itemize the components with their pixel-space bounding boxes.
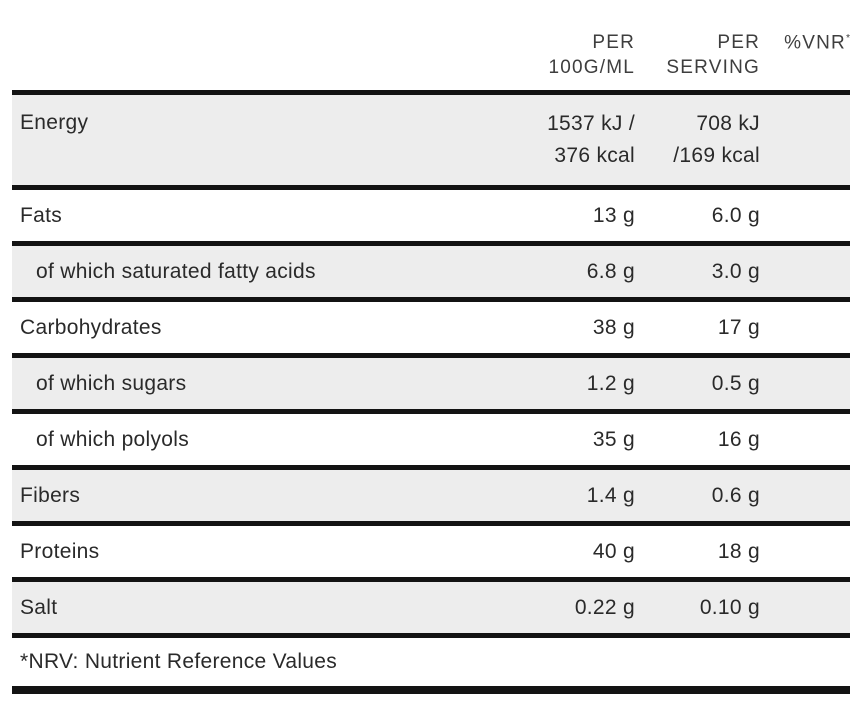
per-100g-value: 1.2 g xyxy=(586,371,635,395)
per-100g-value: 6.8 g xyxy=(586,259,635,283)
row-salt: Salt 0.22 g 0.10 g xyxy=(12,582,850,639)
nrv-value-empty xyxy=(760,414,850,465)
row-energy: Energy 1537 kJ / 376 kcal 708 kJ /169 kc… xyxy=(12,95,850,191)
column-header-per-serving: PER SERVING xyxy=(635,30,760,80)
per-serving-value: 708 kJ /169 kcal xyxy=(673,112,760,168)
row-polyols: of which polyols 35 g 16 g xyxy=(12,414,850,471)
per-serving-value: 6.0 g xyxy=(711,203,760,227)
per-serving-value: 18 g xyxy=(717,539,760,563)
nrv-value-empty xyxy=(760,358,850,409)
per-100g-value: 40 g xyxy=(592,539,635,563)
per-100-line2: 100G/ML xyxy=(548,57,635,79)
row-proteins: Proteins 40 g 18 g xyxy=(12,526,850,583)
nrv-value-empty xyxy=(760,95,850,185)
nrv-header-label: %VNR xyxy=(784,32,846,54)
nutrient-sublabel: of which sugars xyxy=(36,371,187,395)
nrv-value-empty xyxy=(760,190,850,241)
per-serving-value: 17 g xyxy=(717,315,760,339)
row-fats: Fats 13 g 6.0 g xyxy=(12,190,850,247)
nutrient-label: Carbohydrates xyxy=(20,315,162,339)
nrv-asterisk: * xyxy=(845,33,850,44)
per-serving-value: 3.0 g xyxy=(711,259,760,283)
nutrient-sublabel: of which saturated fatty acids xyxy=(36,259,316,283)
per-100-line1: PER xyxy=(592,32,635,54)
per-serving-line1: PER xyxy=(717,32,760,54)
nutrient-label: Fibers xyxy=(20,483,81,507)
nrv-value-empty xyxy=(760,470,850,521)
footnote-row: *NRV: Nutrient Reference Values xyxy=(12,638,850,695)
nrv-footnote: *NRV: Nutrient Reference Values xyxy=(20,650,338,674)
per-serving-value: 0.5 g xyxy=(711,371,760,395)
nutrient-label: Proteins xyxy=(20,539,100,563)
nrv-value-empty xyxy=(760,526,850,577)
per-100g-value: 1.4 g xyxy=(586,483,635,507)
per-100g-value: 0.22 g xyxy=(574,595,635,619)
nutrient-label: Energy xyxy=(20,111,89,135)
column-header-nrv-percent: %VNR* xyxy=(760,26,850,55)
nutrient-sublabel: of which polyols xyxy=(36,427,190,451)
per-100g-value: 13 g xyxy=(592,203,635,227)
row-sugars: of which sugars 1.2 g 0.5 g xyxy=(12,358,850,415)
table-header-row: PER 100G/ML PER SERVING %VNR* xyxy=(12,0,850,96)
nutrition-facts-table: PER 100G/ML PER SERVING %VNR* Energy 153… xyxy=(12,0,850,695)
row-saturated-fatty-acids: of which saturated fatty acids 6.8 g 3.0… xyxy=(12,246,850,303)
nrv-value-empty xyxy=(760,246,850,297)
nrv-value-empty xyxy=(760,582,850,633)
per-serving-value: 0.10 g xyxy=(699,595,760,619)
per-serving-value: 0.6 g xyxy=(711,483,760,507)
per-100g-value: 38 g xyxy=(592,315,635,339)
per-100g-value: 35 g xyxy=(592,427,635,451)
row-fibers: Fibers 1.4 g 0.6 g xyxy=(12,470,850,527)
nutrient-label: Fats xyxy=(20,203,63,227)
nrv-value-empty xyxy=(760,302,850,353)
row-carbohydrates: Carbohydrates 38 g 17 g xyxy=(12,302,850,359)
nutrient-label: Salt xyxy=(20,595,58,619)
column-header-per-100g-ml: PER 100G/ML xyxy=(455,30,635,80)
per-100g-value: 1537 kJ / 376 kcal xyxy=(547,112,635,168)
per-serving-value: 16 g xyxy=(717,427,760,451)
per-serving-line2: SERVING xyxy=(666,57,760,79)
